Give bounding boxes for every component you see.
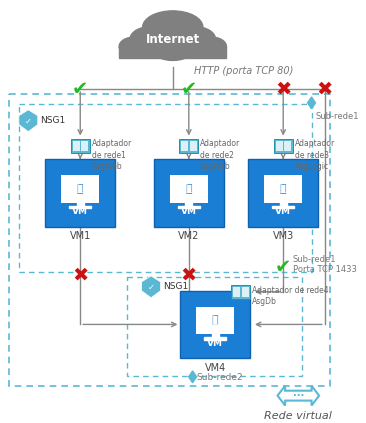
Text: ···: ··· [293, 391, 304, 401]
Text: ⎂: ⎂ [212, 313, 219, 326]
Text: ⬜: ⬜ [280, 184, 287, 194]
Polygon shape [307, 97, 315, 109]
Polygon shape [277, 386, 319, 406]
Text: ⎂: ⎂ [280, 181, 287, 194]
FancyBboxPatch shape [61, 175, 99, 203]
Text: VM: VM [181, 207, 197, 216]
Text: VM2: VM2 [178, 231, 199, 242]
FancyBboxPatch shape [45, 159, 115, 226]
Bar [178, 206, 200, 209]
Text: ✖: ✖ [275, 80, 291, 99]
FancyBboxPatch shape [196, 307, 234, 334]
Text: Sub-rede2: Sub-rede2 [197, 374, 243, 382]
Text: NSG1: NSG1 [163, 282, 188, 291]
Text: Rede virtual: Rede virtual [264, 412, 332, 421]
Text: ✔: ✔ [181, 80, 197, 99]
Bar [212, 333, 219, 338]
Ellipse shape [196, 37, 227, 56]
Bar [185, 202, 193, 206]
FancyBboxPatch shape [170, 175, 208, 203]
Text: ✓: ✓ [147, 283, 154, 292]
Bar [233, 287, 240, 297]
Text: Adaptador
de rede2
AsgWeb: Adaptador de rede2 AsgWeb [200, 140, 240, 170]
Text: ⬜: ⬜ [186, 184, 192, 194]
Ellipse shape [119, 37, 150, 56]
Text: ✔: ✔ [275, 258, 291, 277]
Bar [204, 337, 226, 340]
Text: Porta TCP 1433: Porta TCP 1433 [293, 264, 356, 274]
FancyBboxPatch shape [248, 159, 318, 226]
Text: VM4: VM4 [205, 363, 226, 373]
Text: VM: VM [72, 207, 88, 216]
Ellipse shape [130, 27, 172, 52]
Bar [276, 141, 283, 151]
Text: ⬜: ⬜ [212, 316, 219, 325]
Text: Sub-rede1: Sub-rede1 [315, 112, 359, 121]
Text: HTTP (porta TCP 80): HTTP (porta TCP 80) [194, 66, 293, 76]
Text: VM1: VM1 [70, 231, 91, 242]
FancyBboxPatch shape [71, 140, 90, 153]
Text: ✖: ✖ [72, 266, 89, 285]
Text: Adaptador de rede4
AsgDb: Adaptador de rede4 AsgDb [252, 286, 329, 306]
Text: ⎂: ⎂ [76, 181, 84, 194]
Bar [81, 141, 88, 151]
FancyBboxPatch shape [231, 285, 250, 299]
Ellipse shape [154, 41, 192, 60]
Bar [242, 287, 249, 297]
Bar [69, 206, 91, 209]
Text: ⬜: ⬜ [77, 184, 83, 194]
Text: ⎂: ⎂ [185, 181, 193, 194]
Text: VM3: VM3 [273, 231, 294, 242]
FancyBboxPatch shape [274, 140, 293, 153]
Bar [280, 202, 287, 206]
Polygon shape [19, 110, 38, 132]
FancyBboxPatch shape [264, 175, 302, 203]
Bar [181, 141, 188, 151]
Text: ✔: ✔ [72, 80, 89, 99]
Text: Adaptador
de rede1
AsgWeb: Adaptador de rede1 AsgWeb [92, 140, 132, 170]
Polygon shape [142, 276, 160, 298]
FancyBboxPatch shape [179, 140, 198, 153]
FancyBboxPatch shape [154, 159, 224, 226]
FancyBboxPatch shape [180, 291, 250, 358]
Text: NSG1: NSG1 [41, 116, 66, 125]
Bar [119, 46, 227, 58]
Text: ✓: ✓ [25, 117, 32, 126]
Text: Adaptador
de rede3
AsgLogic: Adaptador de rede3 AsgLogic [295, 140, 335, 170]
Bar [190, 141, 197, 151]
Text: VM: VM [207, 339, 223, 348]
Text: Sub-rede1: Sub-rede1 [293, 255, 336, 264]
Text: ✖: ✖ [317, 80, 333, 99]
Text: VM: VM [275, 207, 291, 216]
Bar [284, 141, 291, 151]
Bar [272, 206, 294, 209]
Polygon shape [188, 371, 197, 383]
Text: ✖: ✖ [181, 266, 197, 285]
Ellipse shape [143, 11, 203, 44]
Text: Internet: Internet [146, 33, 200, 46]
Ellipse shape [174, 27, 216, 52]
Bar [76, 202, 84, 206]
Bar [73, 141, 80, 151]
